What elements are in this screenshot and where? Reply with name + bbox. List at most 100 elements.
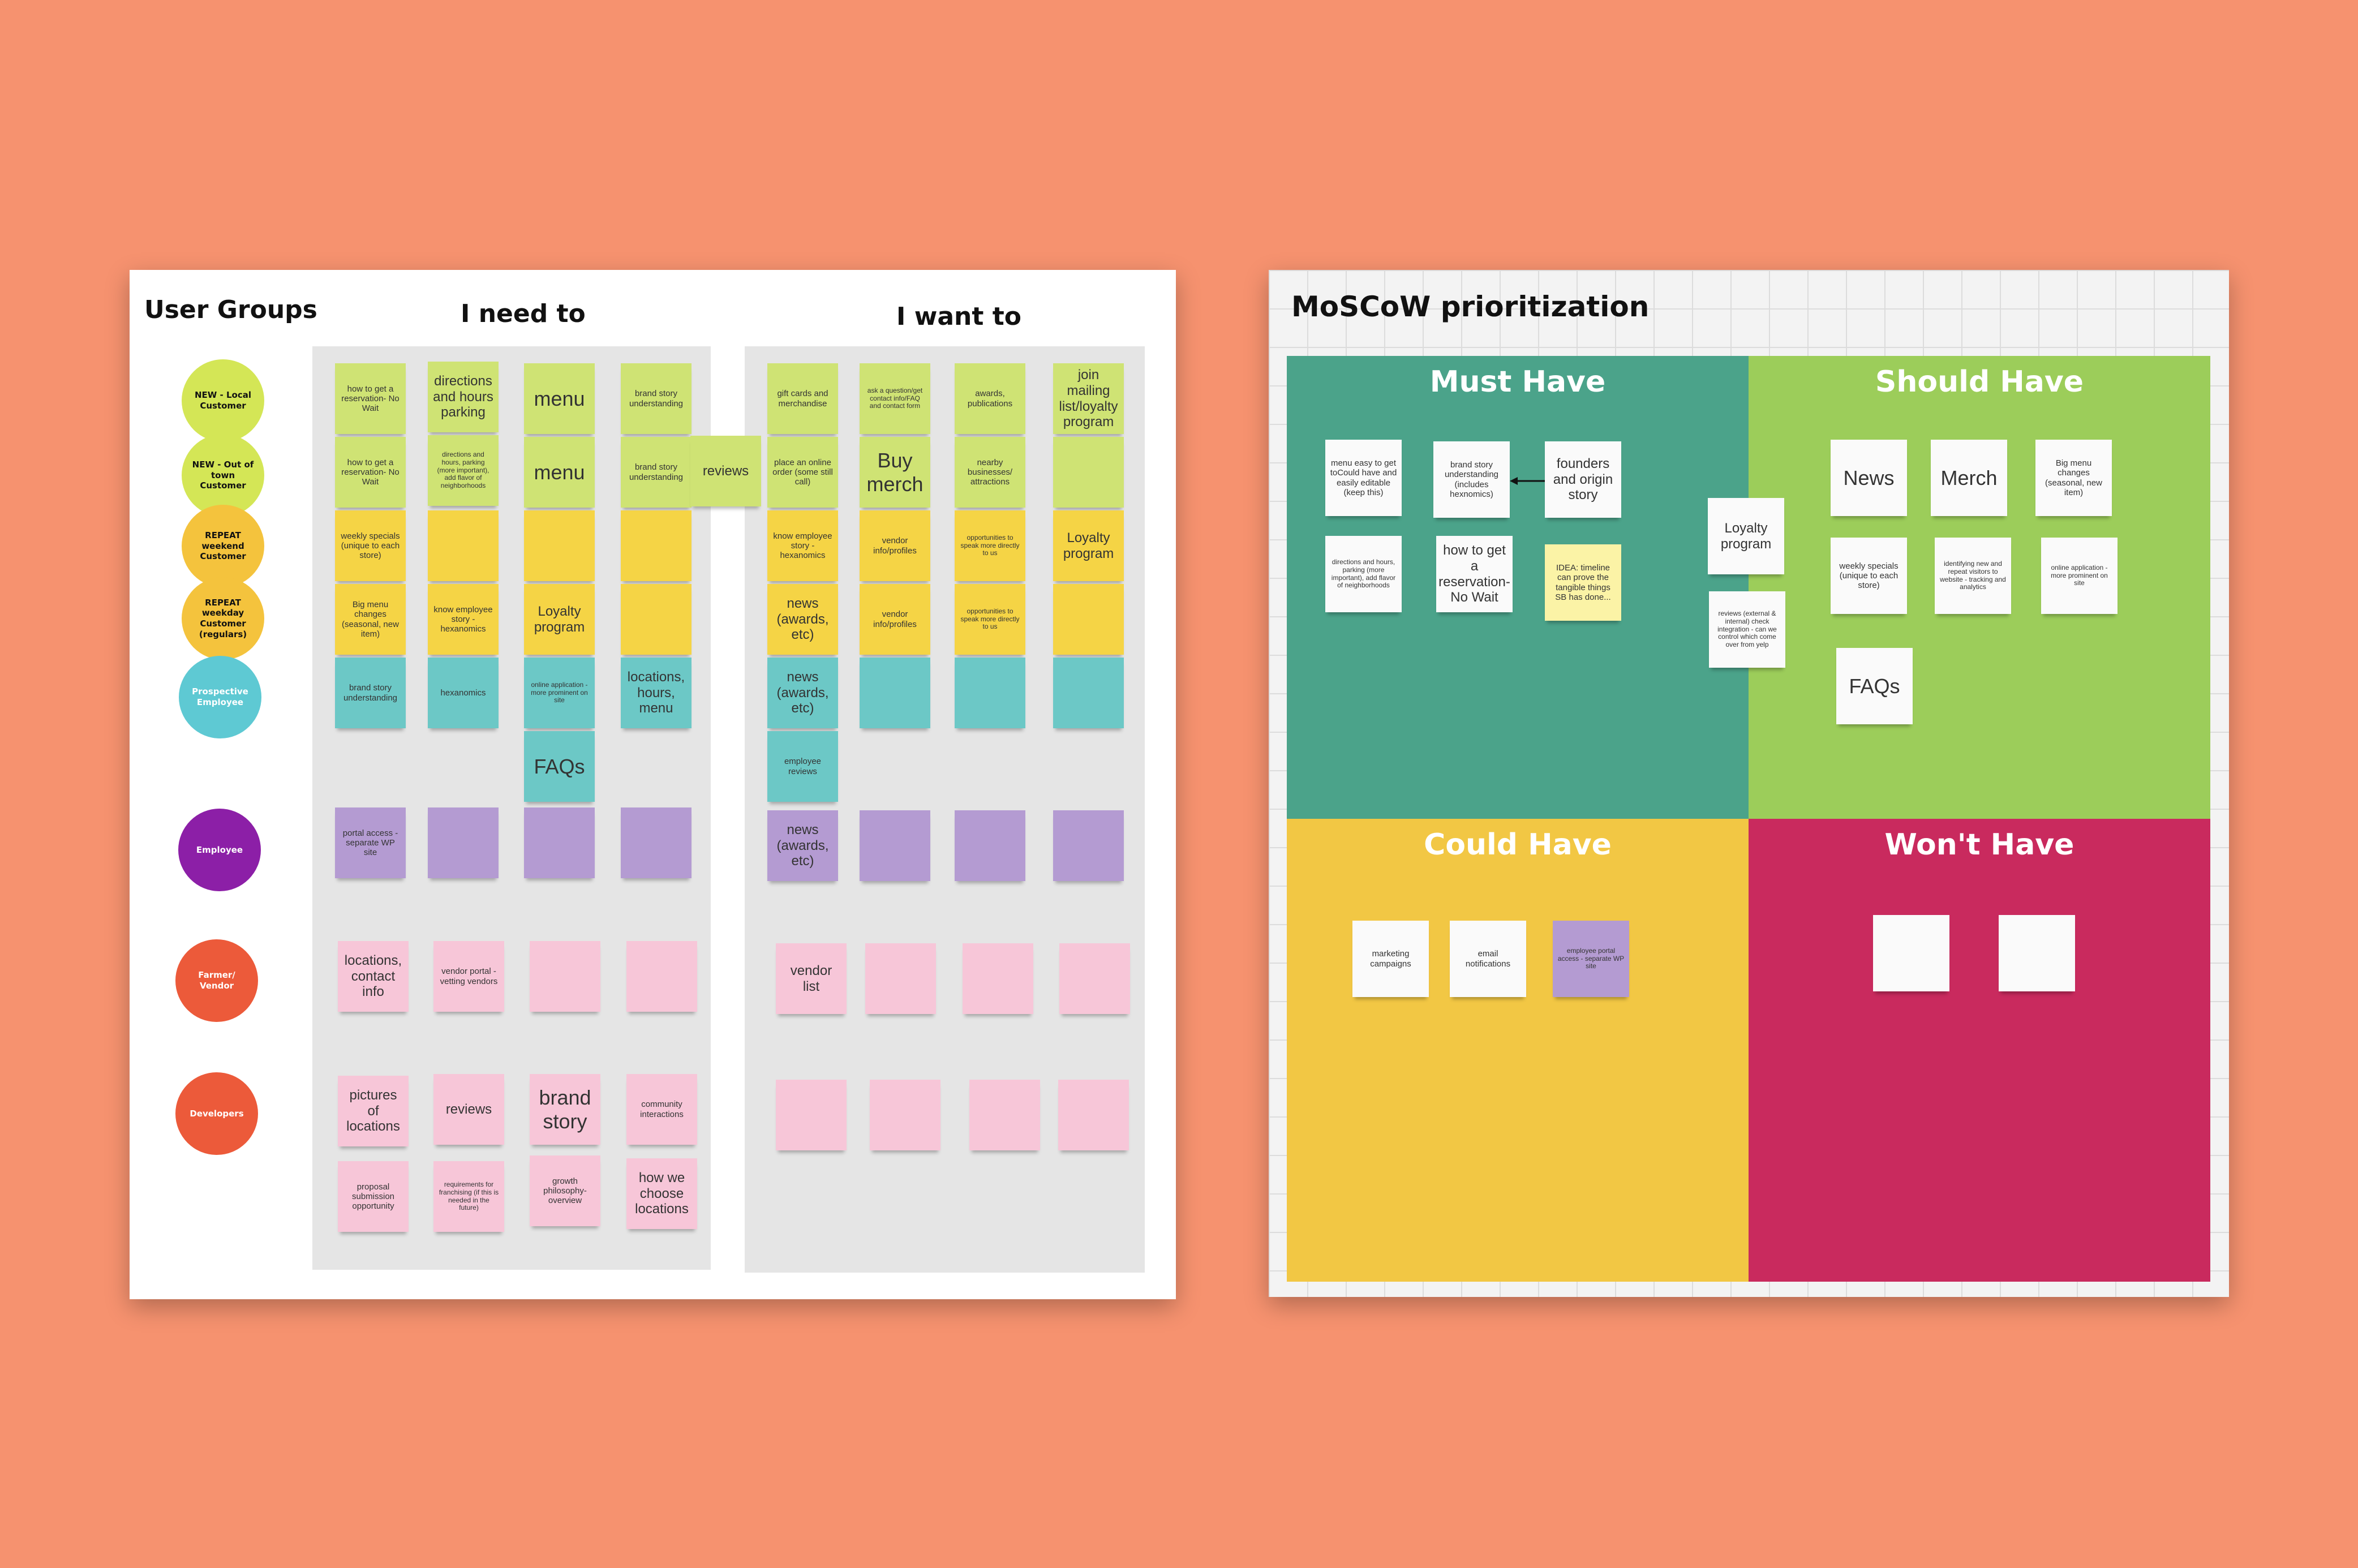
sticky-note[interactable]: opportunities to speak more directly to … xyxy=(955,510,1025,581)
sticky-note[interactable] xyxy=(865,943,936,1014)
sticky-note[interactable]: locations, contact info xyxy=(338,941,409,1012)
sticky-note[interactable]: community interactions xyxy=(626,1074,697,1145)
sticky-note[interactable] xyxy=(955,658,1025,728)
sticky-note[interactable] xyxy=(1053,437,1124,508)
sticky-note[interactable]: reviews xyxy=(433,1074,504,1145)
group-circle-new-local[interactable]: NEW - Local Customer xyxy=(182,359,264,442)
sticky-note[interactable] xyxy=(524,807,595,878)
sticky-note[interactable]: brand story understanding xyxy=(621,437,691,508)
sticky-note[interactable]: Buy merch xyxy=(860,437,930,508)
sticky-note[interactable]: nearby businesses/ attractions xyxy=(955,437,1025,508)
sticky-note[interactable]: Merch xyxy=(1931,440,2007,516)
sticky-note[interactable]: menu xyxy=(524,363,595,434)
sticky-note[interactable]: news (awards, etc) xyxy=(767,658,838,728)
sticky-note[interactable]: requirements for franchising (if this is… xyxy=(433,1161,504,1232)
sticky-note[interactable]: employee reviews xyxy=(767,731,838,802)
sticky-note[interactable]: locations, hours, menu xyxy=(621,658,691,728)
sticky-note[interactable]: directions and hours, parking (more impo… xyxy=(1325,536,1402,612)
sticky-note[interactable]: hexanomics xyxy=(428,658,499,728)
sticky-note[interactable]: founders and origin story xyxy=(1545,441,1621,518)
sticky-note[interactable]: Big menu changes (seasonal, new item) xyxy=(335,584,406,655)
sticky-note[interactable]: reviews xyxy=(690,436,761,506)
sticky-note[interactable]: menu easy to get toCould have and easily… xyxy=(1325,440,1402,516)
sticky-note[interactable]: ask a question/get contact info/FAQ and … xyxy=(860,363,930,434)
sticky-note[interactable] xyxy=(621,510,691,581)
sticky-note[interactable]: news (awards, etc) xyxy=(767,810,838,881)
sticky-note[interactable]: directions and hours parking xyxy=(428,362,499,432)
sticky-note[interactable] xyxy=(776,1080,847,1150)
sticky-note[interactable]: news (awards, etc) xyxy=(767,584,838,655)
sticky-note[interactable]: vendor list xyxy=(776,943,847,1014)
sticky-note[interactable] xyxy=(870,1080,940,1150)
sticky-note[interactable]: how to get a reservation- No Wait xyxy=(1436,536,1513,612)
sticky-note[interactable]: portal access - separate WP site xyxy=(335,807,406,878)
sticky-note[interactable]: join mailing list/loyalty program xyxy=(1053,363,1124,434)
sticky-note[interactable] xyxy=(860,658,930,728)
sticky-note[interactable]: employee portal access - separate WP sit… xyxy=(1553,921,1629,997)
sticky-note[interactable]: directions and hours, parking (more impo… xyxy=(428,435,499,506)
sticky-note[interactable]: FAQs xyxy=(1836,648,1913,724)
sticky-note[interactable]: email notifications xyxy=(1450,921,1526,997)
sticky-note[interactable] xyxy=(428,807,499,878)
sticky-note[interactable] xyxy=(626,941,697,1012)
sticky-note[interactable] xyxy=(1059,943,1130,1014)
group-circle-prospective-employee[interactable]: Prospective Employee xyxy=(179,656,261,738)
sticky-note[interactable] xyxy=(621,584,691,655)
group-circle-repeat-weekend[interactable]: REPEAT weekend Customer xyxy=(182,505,264,587)
sticky-note[interactable]: Loyalty program xyxy=(1708,498,1784,574)
sticky-note[interactable]: vendor info/profiles xyxy=(860,584,930,655)
sticky-note[interactable]: opportunities to speak more directly to … xyxy=(955,584,1025,655)
sticky-note[interactable]: brand story understanding xyxy=(621,363,691,434)
sticky-note[interactable] xyxy=(1058,1080,1129,1150)
sticky-note[interactable] xyxy=(621,807,691,878)
group-circle-repeat-weekday[interactable]: REPEAT weekday Customer (regulars) xyxy=(182,577,264,660)
could-have-quadrant: Could Have xyxy=(1287,819,1749,1282)
sticky-note[interactable]: reviews (external & internal) check inte… xyxy=(1709,591,1785,668)
sticky-note[interactable] xyxy=(1053,584,1124,655)
sticky-note[interactable]: marketing campaigns xyxy=(1352,921,1429,997)
sticky-note[interactable] xyxy=(1999,915,2075,991)
sticky-note[interactable]: brand story understanding xyxy=(335,658,406,728)
sticky-note[interactable] xyxy=(428,510,499,581)
sticky-note[interactable] xyxy=(1873,915,1949,991)
sticky-note[interactable] xyxy=(1053,810,1124,881)
sticky-note[interactable]: how to get a reservation- No Wait xyxy=(335,363,406,434)
sticky-note[interactable]: menu xyxy=(524,437,595,508)
group-circle-employee[interactable]: Employee xyxy=(178,809,261,891)
group-circle-developers[interactable]: Developers xyxy=(175,1072,258,1155)
sticky-note[interactable]: identifying new and repeat visitors to w… xyxy=(1935,538,2011,614)
sticky-note[interactable]: how we choose locations xyxy=(626,1158,697,1229)
sticky-note[interactable]: weekly specials (unique to each store) xyxy=(335,510,406,581)
sticky-note[interactable]: vendor info/profiles xyxy=(860,510,930,581)
sticky-note[interactable] xyxy=(1053,658,1124,728)
group-circle-new-out-of-town[interactable]: NEW - Out of town Customer xyxy=(182,434,264,517)
sticky-note[interactable]: growth philosophy- overview xyxy=(530,1155,600,1226)
sticky-note[interactable]: Big menu changes (seasonal, new item) xyxy=(2035,440,2112,516)
sticky-note[interactable] xyxy=(524,510,595,581)
sticky-note[interactable] xyxy=(963,943,1033,1014)
sticky-note[interactable]: online application - more prominent on s… xyxy=(524,658,595,728)
sticky-note[interactable] xyxy=(969,1080,1040,1150)
sticky-note[interactable]: online application - more prominent on s… xyxy=(2041,538,2118,614)
sticky-note[interactable]: vendor portal - vetting vendors xyxy=(433,941,504,1012)
sticky-note[interactable]: weekly specials (unique to each store) xyxy=(1831,538,1907,614)
sticky-note[interactable] xyxy=(955,810,1025,881)
sticky-note[interactable]: know employee story - hexanomics xyxy=(428,584,499,655)
sticky-note[interactable]: know employee story - hexanomics xyxy=(767,510,838,581)
sticky-note[interactable]: News xyxy=(1831,440,1907,516)
sticky-note[interactable]: brand story xyxy=(530,1074,600,1145)
sticky-note[interactable]: awards, publications xyxy=(955,363,1025,434)
sticky-note[interactable]: gift cards and merchandise xyxy=(767,363,838,434)
sticky-note[interactable]: Loyalty program xyxy=(1053,510,1124,581)
sticky-note[interactable]: Loyalty program xyxy=(524,584,595,655)
group-circle-farmer-vendor[interactable]: Farmer/ Vendor xyxy=(175,939,258,1022)
sticky-note[interactable]: brand story understanding (includes hexn… xyxy=(1433,441,1510,518)
sticky-note[interactable]: IDEA: timeline can prove the tangible th… xyxy=(1545,544,1621,621)
sticky-note[interactable]: place an online order (some still call) xyxy=(767,437,838,508)
sticky-note[interactable] xyxy=(530,941,600,1012)
sticky-note[interactable]: pictures of locations xyxy=(338,1076,409,1146)
sticky-note[interactable]: FAQs xyxy=(524,731,595,802)
sticky-note[interactable] xyxy=(860,810,930,881)
sticky-note[interactable]: how to get a reservation- No Wait xyxy=(335,437,406,508)
sticky-note[interactable]: proposal submission opportunity xyxy=(338,1161,409,1232)
